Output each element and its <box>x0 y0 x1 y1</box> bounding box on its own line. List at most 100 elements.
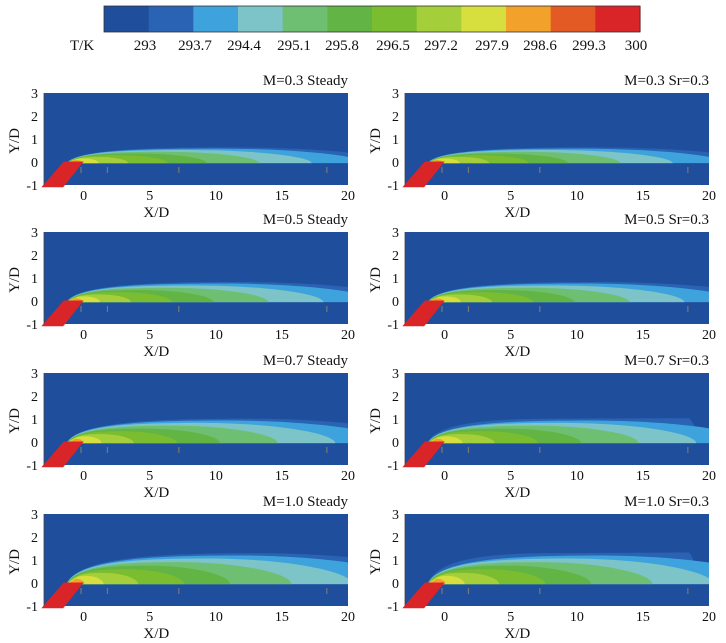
colorbar-tick-label: 296.5 <box>376 38 410 54</box>
panel-title: M=0.3 Steady <box>263 73 349 89</box>
y-axis-label: Y/D <box>7 408 23 434</box>
y-tick-label: -1 <box>387 318 399 333</box>
x-tick-label: 0 <box>80 189 87 204</box>
colorbar-swatch <box>461 6 507 32</box>
cooling-hole <box>402 441 445 468</box>
x-axis-label: X/D <box>143 485 169 501</box>
temperature-colorbar: T/K 293 293.7 294.4 295.1 295.8 296.5 297.2 297.… <box>70 5 647 54</box>
x-tick-label: 15 <box>636 469 650 484</box>
x-tick-label: 15 <box>636 328 650 343</box>
colorbar-tick-label: 295.8 <box>325 38 359 54</box>
y-tick-label: -1 <box>26 459 38 474</box>
x-tick-label: 10 <box>570 610 584 625</box>
y-tick-label: 2 <box>31 390 38 405</box>
cooling-hole <box>402 300 445 327</box>
x-tick-label: 0 <box>80 469 87 484</box>
x-tick-label: 10 <box>209 328 223 343</box>
x-tick-label: 0 <box>441 189 448 204</box>
y-tick-label: 2 <box>392 531 399 546</box>
y-tick-label: 0 <box>392 436 399 451</box>
panel-title: M=0.5 Sr=0.3 <box>624 212 709 228</box>
y-tick-label: -1 <box>26 600 38 615</box>
y-tick-label: 2 <box>31 110 38 125</box>
y-axis-label: Y/D <box>368 408 384 434</box>
panel-title: M=1.0 Sr=0.3 <box>624 494 709 510</box>
y-tick-label: 3 <box>392 226 399 241</box>
panel-title: M=0.3 Sr=0.3 <box>624 73 709 89</box>
y-tick-label: 0 <box>31 295 38 310</box>
colorbar-swatch <box>193 6 239 32</box>
x-axis-label: X/D <box>143 344 169 360</box>
colorbar-swatch <box>550 6 596 32</box>
x-tick-label: 15 <box>275 328 289 343</box>
x-axis-label: X/D <box>143 626 169 638</box>
y-tick-label: 1 <box>392 133 399 148</box>
x-tick-label: 20 <box>702 469 716 484</box>
colorbar-swatch <box>595 6 641 32</box>
x-tick-label: 10 <box>570 328 584 343</box>
x-axis-label: X/D <box>504 626 530 638</box>
colorbar-swatch <box>238 6 284 32</box>
colorbar-swatch <box>282 6 328 32</box>
panel-title: M=1.0 Steady <box>263 494 349 510</box>
y-tick-label: 1 <box>31 413 38 428</box>
x-tick-label: 5 <box>507 328 514 343</box>
colorbar-unit-label: T/K <box>70 38 94 54</box>
colorbar-swatch <box>372 6 418 32</box>
cooling-hole <box>41 161 84 188</box>
x-tick-label: 15 <box>275 469 289 484</box>
x-tick-label: 0 <box>441 328 448 343</box>
y-tick-label: 3 <box>392 87 399 102</box>
x-tick-label: 5 <box>507 189 514 204</box>
y-tick-label: 3 <box>392 367 399 382</box>
x-tick-label: 10 <box>570 469 584 484</box>
colorbar-tick-label: 293.7 <box>178 38 212 54</box>
y-tick-label: 2 <box>392 110 399 125</box>
x-tick-label: 20 <box>341 189 355 204</box>
y-axis-label: Y/D <box>368 267 384 293</box>
y-tick-label: -1 <box>387 179 399 194</box>
y-tick-label: 1 <box>31 554 38 569</box>
y-axis-label: Y/D <box>7 549 23 575</box>
y-tick-label: 3 <box>31 226 38 241</box>
x-tick-label: 10 <box>570 189 584 204</box>
colorbar-swatch <box>506 6 552 32</box>
x-axis-label: X/D <box>504 205 530 221</box>
y-tick-label: 2 <box>392 390 399 405</box>
x-tick-label: 10 <box>209 610 223 625</box>
y-tick-label: 1 <box>392 554 399 569</box>
y-tick-label: 0 <box>392 156 399 171</box>
colorbar-swatch <box>416 6 462 32</box>
colorbar-swatch <box>148 6 194 32</box>
y-tick-label: -1 <box>26 318 38 333</box>
y-tick-label: 0 <box>31 577 38 592</box>
y-tick-label: 3 <box>392 508 399 523</box>
y-tick-label: 1 <box>392 413 399 428</box>
colorbar-tick-label: 297.2 <box>424 38 458 54</box>
colorbar-tick-label: 298.6 <box>523 38 557 54</box>
cooling-hole <box>402 161 445 188</box>
panel-title: M=0.7 Steady <box>263 353 349 369</box>
panel-title: M=0.5 Steady <box>263 212 349 228</box>
y-tick-label: -1 <box>387 600 399 615</box>
colorbar-tick-label: 297.9 <box>475 38 509 54</box>
x-tick-label: 20 <box>341 610 355 625</box>
mainstream-region <box>44 373 348 465</box>
panel-title: M=0.7 Sr=0.3 <box>624 353 709 369</box>
mainstream-region <box>405 232 709 324</box>
y-tick-label: 3 <box>31 508 38 523</box>
x-tick-label: 10 <box>209 189 223 204</box>
x-axis-label: X/D <box>504 485 530 501</box>
x-tick-label: 0 <box>80 610 87 625</box>
x-tick-label: 5 <box>146 610 153 625</box>
x-tick-label: 20 <box>341 328 355 343</box>
y-tick-label: -1 <box>387 459 399 474</box>
x-tick-label: 10 <box>209 469 223 484</box>
y-tick-label: 0 <box>31 156 38 171</box>
y-tick-label: 2 <box>392 249 399 264</box>
